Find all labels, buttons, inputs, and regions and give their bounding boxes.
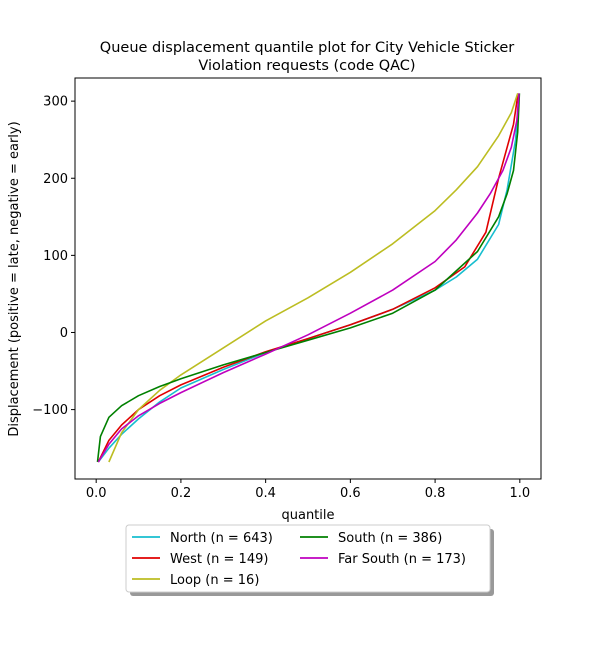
series-line-4: [97, 93, 520, 463]
chart-title-line1: Queue displacement quantile plot for Cit…: [100, 40, 514, 56]
y-tick-label: 200: [43, 172, 68, 187]
series-line-3: [96, 93, 521, 463]
legend-label: South (n = 386): [338, 531, 442, 546]
legend-label: Far South (n = 173): [338, 552, 466, 567]
legend-label: West (n = 149): [170, 552, 268, 567]
series-line-0: [97, 93, 520, 463]
legend: North (n = 643) South (n = 386) West (n = …: [125, 524, 494, 596]
x-tick-label: 0.2: [171, 486, 192, 501]
legend-label: North (n = 643): [170, 531, 273, 546]
x-tick-label: 0.8: [425, 486, 446, 501]
y-axis-ticks: −100 0 100 200 300: [32, 95, 75, 418]
legend-label: Loop (n = 16): [170, 573, 259, 588]
x-tick-label: 0.4: [255, 486, 276, 501]
y-tick-label: 100: [43, 249, 68, 264]
y-tick-label: −100: [32, 403, 68, 418]
plot-lines: [96, 93, 521, 463]
x-tick-label: 1.0: [509, 486, 530, 501]
x-axis-ticks: 0.0 0.2 0.4 0.6 0.8 1.0: [86, 479, 530, 501]
x-tick-label: 0.0: [86, 486, 107, 501]
y-axis-label: Displacement (positive = late, negative …: [7, 121, 22, 436]
x-axis-label: quantile: [281, 508, 334, 523]
series-line-2: [108, 93, 519, 463]
y-tick-label: 0: [60, 326, 68, 341]
y-tick-label: 300: [43, 95, 68, 110]
plot-frame: [74, 77, 542, 480]
x-tick-label: 0.6: [340, 486, 361, 501]
legend-entries: North (n = 643) South (n = 386) West (n = …: [132, 531, 466, 588]
chart-title-line2: Violation requests (code QAC): [198, 58, 415, 74]
